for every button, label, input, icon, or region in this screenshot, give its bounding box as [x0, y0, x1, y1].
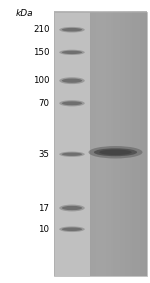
Ellipse shape: [62, 28, 82, 31]
Text: 10: 10: [39, 225, 50, 234]
Text: 70: 70: [39, 99, 50, 108]
Text: 100: 100: [33, 76, 50, 85]
Text: 17: 17: [39, 203, 50, 213]
Ellipse shape: [94, 148, 137, 156]
Ellipse shape: [59, 100, 85, 106]
Text: 210: 210: [33, 25, 50, 34]
Bar: [54, 12, 147, 276]
Ellipse shape: [59, 50, 85, 55]
Text: 150: 150: [33, 48, 50, 57]
Ellipse shape: [62, 206, 82, 210]
Ellipse shape: [59, 152, 85, 157]
Ellipse shape: [62, 153, 82, 156]
Bar: [54, 12, 90, 276]
Text: kDa: kDa: [15, 9, 33, 18]
Ellipse shape: [62, 101, 82, 105]
Ellipse shape: [88, 146, 142, 158]
Text: 35: 35: [39, 150, 50, 159]
Ellipse shape: [59, 27, 85, 33]
Ellipse shape: [62, 228, 82, 231]
Ellipse shape: [99, 149, 132, 155]
Ellipse shape: [59, 77, 85, 84]
Ellipse shape: [62, 51, 82, 54]
Ellipse shape: [59, 226, 85, 232]
Ellipse shape: [59, 205, 85, 211]
Ellipse shape: [62, 78, 82, 83]
Bar: [54, 12, 147, 276]
